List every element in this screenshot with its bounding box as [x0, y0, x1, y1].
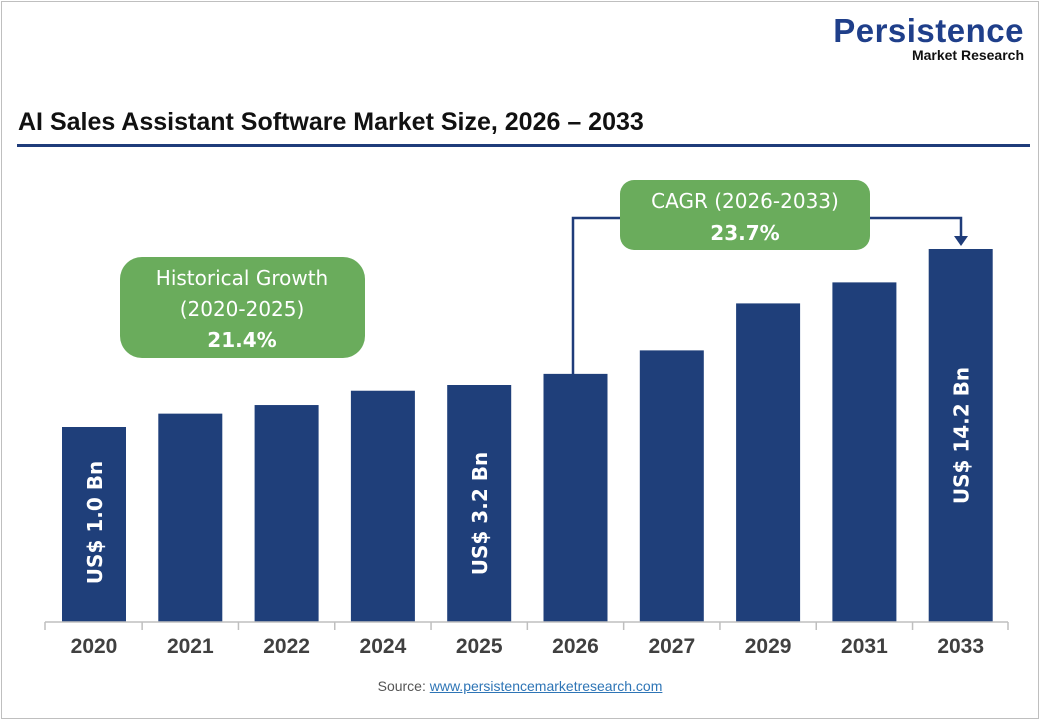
cagr-connector-right: [870, 216, 963, 238]
logo: Persistence Market Research: [833, 12, 1024, 63]
x-tick-label: 2025: [456, 635, 503, 658]
data-label-2033: US$ 14.2 Bn: [950, 367, 974, 504]
bar-2021: [158, 413, 223, 622]
bar-2027: [639, 350, 704, 622]
bar-2031: [832, 282, 897, 622]
cagr-connector-left: [571, 216, 620, 374]
x-tick-label: 2026: [552, 635, 599, 658]
bar-2029: [736, 303, 801, 622]
data-label-2020: US$ 1.0 Bn: [83, 461, 107, 584]
bar-2020: [62, 427, 126, 622]
title-rule: [17, 144, 1030, 147]
x-tick-label: 2029: [745, 635, 792, 658]
cagr-line1: CAGR (2026-2033): [651, 189, 839, 213]
source-note: Source: www.persistencemarketresearch.co…: [0, 678, 1040, 694]
x-tick-label: 2031: [841, 635, 888, 658]
bar-2024: [350, 390, 415, 622]
x-tick-label: 2027: [648, 635, 695, 658]
historical-callout: [120, 257, 365, 358]
bar-2025: [447, 385, 512, 622]
logo-line1: Persistence: [833, 12, 1024, 49]
source-label: Source:: [377, 678, 426, 694]
historical-line1: Historical Growth: [156, 266, 328, 290]
cagr-callout: [620, 180, 870, 250]
x-tick-label: 2021: [167, 635, 214, 658]
x-tick-label: 2033: [937, 635, 984, 658]
arrow-head-icon: [954, 236, 968, 246]
x-tick-label: 2020: [71, 635, 118, 658]
x-tick-label: 2024: [360, 635, 407, 658]
cagr-value: 23.7%: [710, 221, 779, 245]
historical-value: 21.4%: [207, 328, 276, 352]
data-label-2025: US$ 3.2 Bn: [468, 452, 492, 575]
bar-2022: [254, 405, 319, 622]
x-tick-label: 2022: [263, 635, 310, 658]
bar-2026: [543, 373, 608, 622]
historical-line2: (2020-2025): [180, 297, 305, 321]
bar-2033: [928, 249, 993, 622]
logo-line2: Market Research: [911, 47, 1024, 63]
source-link[interactable]: www.persistencemarketresearch.com: [429, 678, 663, 694]
chart-title: AI Sales Assistant Software Market Size,…: [18, 108, 644, 136]
